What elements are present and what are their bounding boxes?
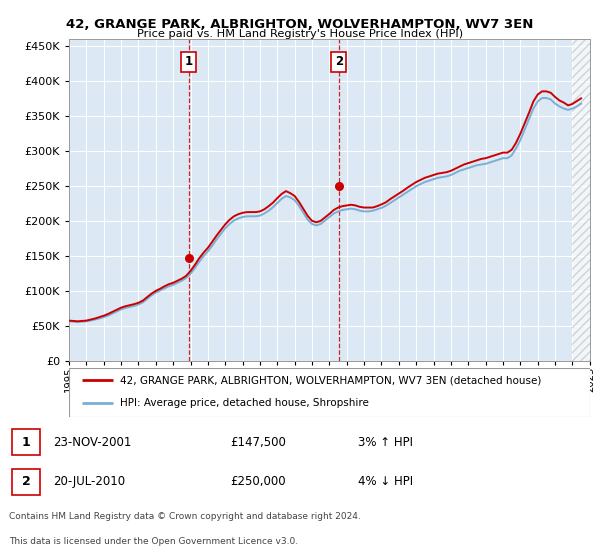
Text: 2: 2 bbox=[335, 55, 343, 68]
Text: £250,000: £250,000 bbox=[230, 475, 286, 488]
Text: 20-JUL-2010: 20-JUL-2010 bbox=[53, 475, 125, 488]
Text: HPI: Average price, detached house, Shropshire: HPI: Average price, detached house, Shro… bbox=[119, 398, 368, 408]
Text: 2: 2 bbox=[22, 475, 30, 488]
Text: This data is licensed under the Open Government Licence v3.0.: This data is licensed under the Open Gov… bbox=[9, 538, 298, 547]
Text: 3% ↑ HPI: 3% ↑ HPI bbox=[358, 436, 413, 449]
Text: Contains HM Land Registry data © Crown copyright and database right 2024.: Contains HM Land Registry data © Crown c… bbox=[9, 512, 361, 521]
Text: 1: 1 bbox=[22, 436, 30, 449]
FancyBboxPatch shape bbox=[69, 368, 590, 417]
Text: Price paid vs. HM Land Registry's House Price Index (HPI): Price paid vs. HM Land Registry's House … bbox=[137, 29, 463, 39]
Text: 4% ↓ HPI: 4% ↓ HPI bbox=[358, 475, 413, 488]
Text: 42, GRANGE PARK, ALBRIGHTON, WOLVERHAMPTON, WV7 3EN: 42, GRANGE PARK, ALBRIGHTON, WOLVERHAMPT… bbox=[67, 18, 533, 31]
Text: 42, GRANGE PARK, ALBRIGHTON, WOLVERHAMPTON, WV7 3EN (detached house): 42, GRANGE PARK, ALBRIGHTON, WOLVERHAMPT… bbox=[119, 375, 541, 385]
Text: 23-NOV-2001: 23-NOV-2001 bbox=[53, 436, 131, 449]
Text: £147,500: £147,500 bbox=[230, 436, 286, 449]
FancyBboxPatch shape bbox=[12, 429, 40, 455]
Text: 1: 1 bbox=[185, 55, 193, 68]
FancyBboxPatch shape bbox=[12, 469, 40, 495]
